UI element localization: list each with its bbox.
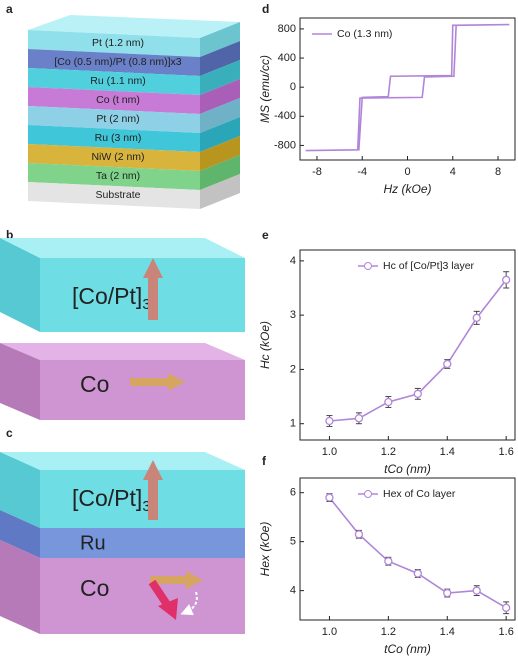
x-tick-label: 1.2 xyxy=(381,626,396,638)
y-tick-label: -800 xyxy=(274,139,296,151)
y-tick-label: 3 xyxy=(290,309,296,321)
x-axis-label: tCo (nm) xyxy=(384,462,431,476)
data-point xyxy=(473,314,480,321)
legend-label: Hc of [Co/Pt]3 layer xyxy=(383,260,475,272)
layer-label: [Co/Pt]3 xyxy=(72,283,151,313)
legend-marker xyxy=(365,491,372,498)
x-axis-label: Hz (kOe) xyxy=(384,182,432,196)
data-point xyxy=(503,604,510,611)
y-tick-label: 4 xyxy=(290,585,296,597)
layer-label: NiW (2 nm) xyxy=(91,151,144,163)
legend-marker xyxy=(365,263,372,270)
layer-label: Substrate xyxy=(96,189,141,201)
y-axis-label: Hex (kOe) xyxy=(258,522,272,577)
layer-label: Ru (1.1 nm) xyxy=(90,75,145,87)
panel-label: f xyxy=(262,454,267,468)
data-point xyxy=(355,531,362,538)
diagram-b: [Co/Pt]3 Co xyxy=(0,238,245,420)
data-line xyxy=(306,25,510,151)
data-point xyxy=(414,390,421,397)
data-point xyxy=(414,570,421,577)
legend-label: Co (1.3 nm) xyxy=(337,28,392,40)
panel-label: e xyxy=(262,228,269,242)
x-tick-label: 0 xyxy=(404,166,410,178)
panel-label: c xyxy=(6,426,13,440)
layer-label: Pt (1.2 nm) xyxy=(92,37,144,49)
y-tick-label: -400 xyxy=(274,110,296,122)
x-tick-label: 1.4 xyxy=(440,446,455,458)
y-tick-label: 0 xyxy=(290,81,296,93)
x-tick-label: -4 xyxy=(357,166,367,178)
x-tick-label: -8 xyxy=(312,166,322,178)
plot-frame xyxy=(300,250,515,440)
layer-label: [Co (0.5 nm)/Pt (0.8 nm)]x3 xyxy=(54,56,181,68)
data-point xyxy=(473,587,480,594)
data-point xyxy=(503,276,510,283)
data-line xyxy=(329,280,506,421)
x-tick-label: 1.0 xyxy=(322,446,337,458)
layer-stack: Pt (1.2 nm) [Co (0.5 nm)/Pt (0.8 nm)]x3 Ru… xyxy=(28,15,240,209)
data-point xyxy=(355,415,362,422)
y-tick-label: 800 xyxy=(278,23,296,35)
layer-label: [Co/Pt]3 xyxy=(72,485,151,515)
x-tick-label: 4 xyxy=(450,166,456,178)
data-point xyxy=(326,494,333,501)
layer-label: Ru xyxy=(80,532,106,554)
y-tick-label: 6 xyxy=(290,487,296,499)
diagram-c: [Co/Pt]3 Ru Co xyxy=(0,452,245,634)
y-tick-label: 2 xyxy=(290,363,296,375)
x-tick-label: 1.4 xyxy=(440,626,455,638)
y-axis-label: Hc (kOe) xyxy=(258,321,272,369)
panel-label: d xyxy=(262,2,269,16)
x-tick-label: 1.0 xyxy=(322,626,337,638)
data-point xyxy=(444,590,451,597)
layer-label: Co xyxy=(80,371,109,397)
figure: a b c d e f Pt (1.2 nm)[Co (0.5 nm)/Pt (… xyxy=(0,0,518,662)
layer-label: Ru (3 nm) xyxy=(95,132,142,144)
data-point xyxy=(385,399,392,406)
panel-label: a xyxy=(6,2,13,16)
layer-label: Co xyxy=(80,575,109,601)
layer-label: Pt (2 nm) xyxy=(96,113,139,125)
legend-label: Hex of Co layer xyxy=(383,488,456,500)
x-tick-label: 1.6 xyxy=(499,626,514,638)
y-tick-label: 400 xyxy=(278,52,296,64)
data-point xyxy=(326,418,333,425)
y-tick-label: 1 xyxy=(290,418,296,430)
layer-label: Ta (2 nm) xyxy=(96,170,140,182)
x-axis-label: tCo (nm) xyxy=(384,642,431,656)
x-tick-label: 1.2 xyxy=(381,446,396,458)
x-tick-label: 1.6 xyxy=(499,446,514,458)
x-tick-label: 8 xyxy=(495,166,501,178)
data-point xyxy=(444,361,451,368)
data-point xyxy=(385,558,392,565)
plot-frame xyxy=(300,18,515,160)
layer-label: Co (t nm) xyxy=(96,94,140,106)
y-tick-label: 4 xyxy=(290,255,296,267)
y-axis-label: MS (emu/cc) xyxy=(258,55,272,123)
y-tick-label: 5 xyxy=(290,536,296,548)
